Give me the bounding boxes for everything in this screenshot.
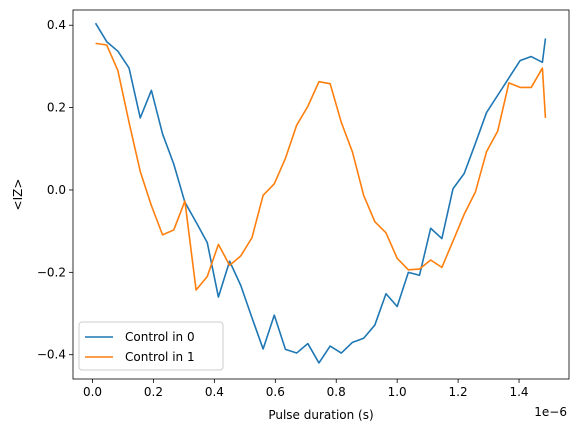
x-tick-label: 0.0	[83, 385, 102, 399]
legend: Control in 0 Control in 1	[78, 321, 224, 371]
y-tick-label: 0.2	[47, 101, 66, 115]
x-tick-label: 0.2	[144, 385, 163, 399]
series-line-control-in-0	[94, 22, 547, 364]
series-line-control-in-1	[95, 42, 547, 291]
y-ticks: −0.4 −0.2 0.0 0.2 0.4	[37, 18, 73, 362]
y-tick-label: 0.4	[47, 18, 66, 32]
y-tick-label: −0.4	[37, 348, 66, 362]
x-tick-label: 0.8	[327, 385, 346, 399]
plot-frame	[72, 9, 570, 380]
legend-label-control-1: Control in 1	[125, 350, 195, 364]
plot-background	[73, 10, 569, 379]
x-offset-label: 1e−6	[534, 405, 567, 419]
x-axis-label: Pulse duration (s)	[268, 408, 373, 422]
legend-label-control-0: Control in 0	[125, 330, 195, 344]
y-axis-label: <IZ>	[11, 179, 25, 211]
x-tick-label: 0.6	[266, 385, 285, 399]
y-tick-label: 0.0	[47, 183, 66, 197]
series-layer	[94, 22, 547, 364]
x-tick-label: 0.4	[205, 385, 224, 399]
x-tick-label: 1.0	[388, 385, 407, 399]
x-ticks: 0.0 0.2 0.4 0.6 0.8 1.0 1.2 1.4	[83, 379, 529, 399]
x-tick-label: 1.2	[449, 385, 468, 399]
y-tick-label: −0.2	[37, 265, 66, 279]
legend-box	[78, 321, 224, 371]
x-tick-label: 1.4	[509, 385, 528, 399]
